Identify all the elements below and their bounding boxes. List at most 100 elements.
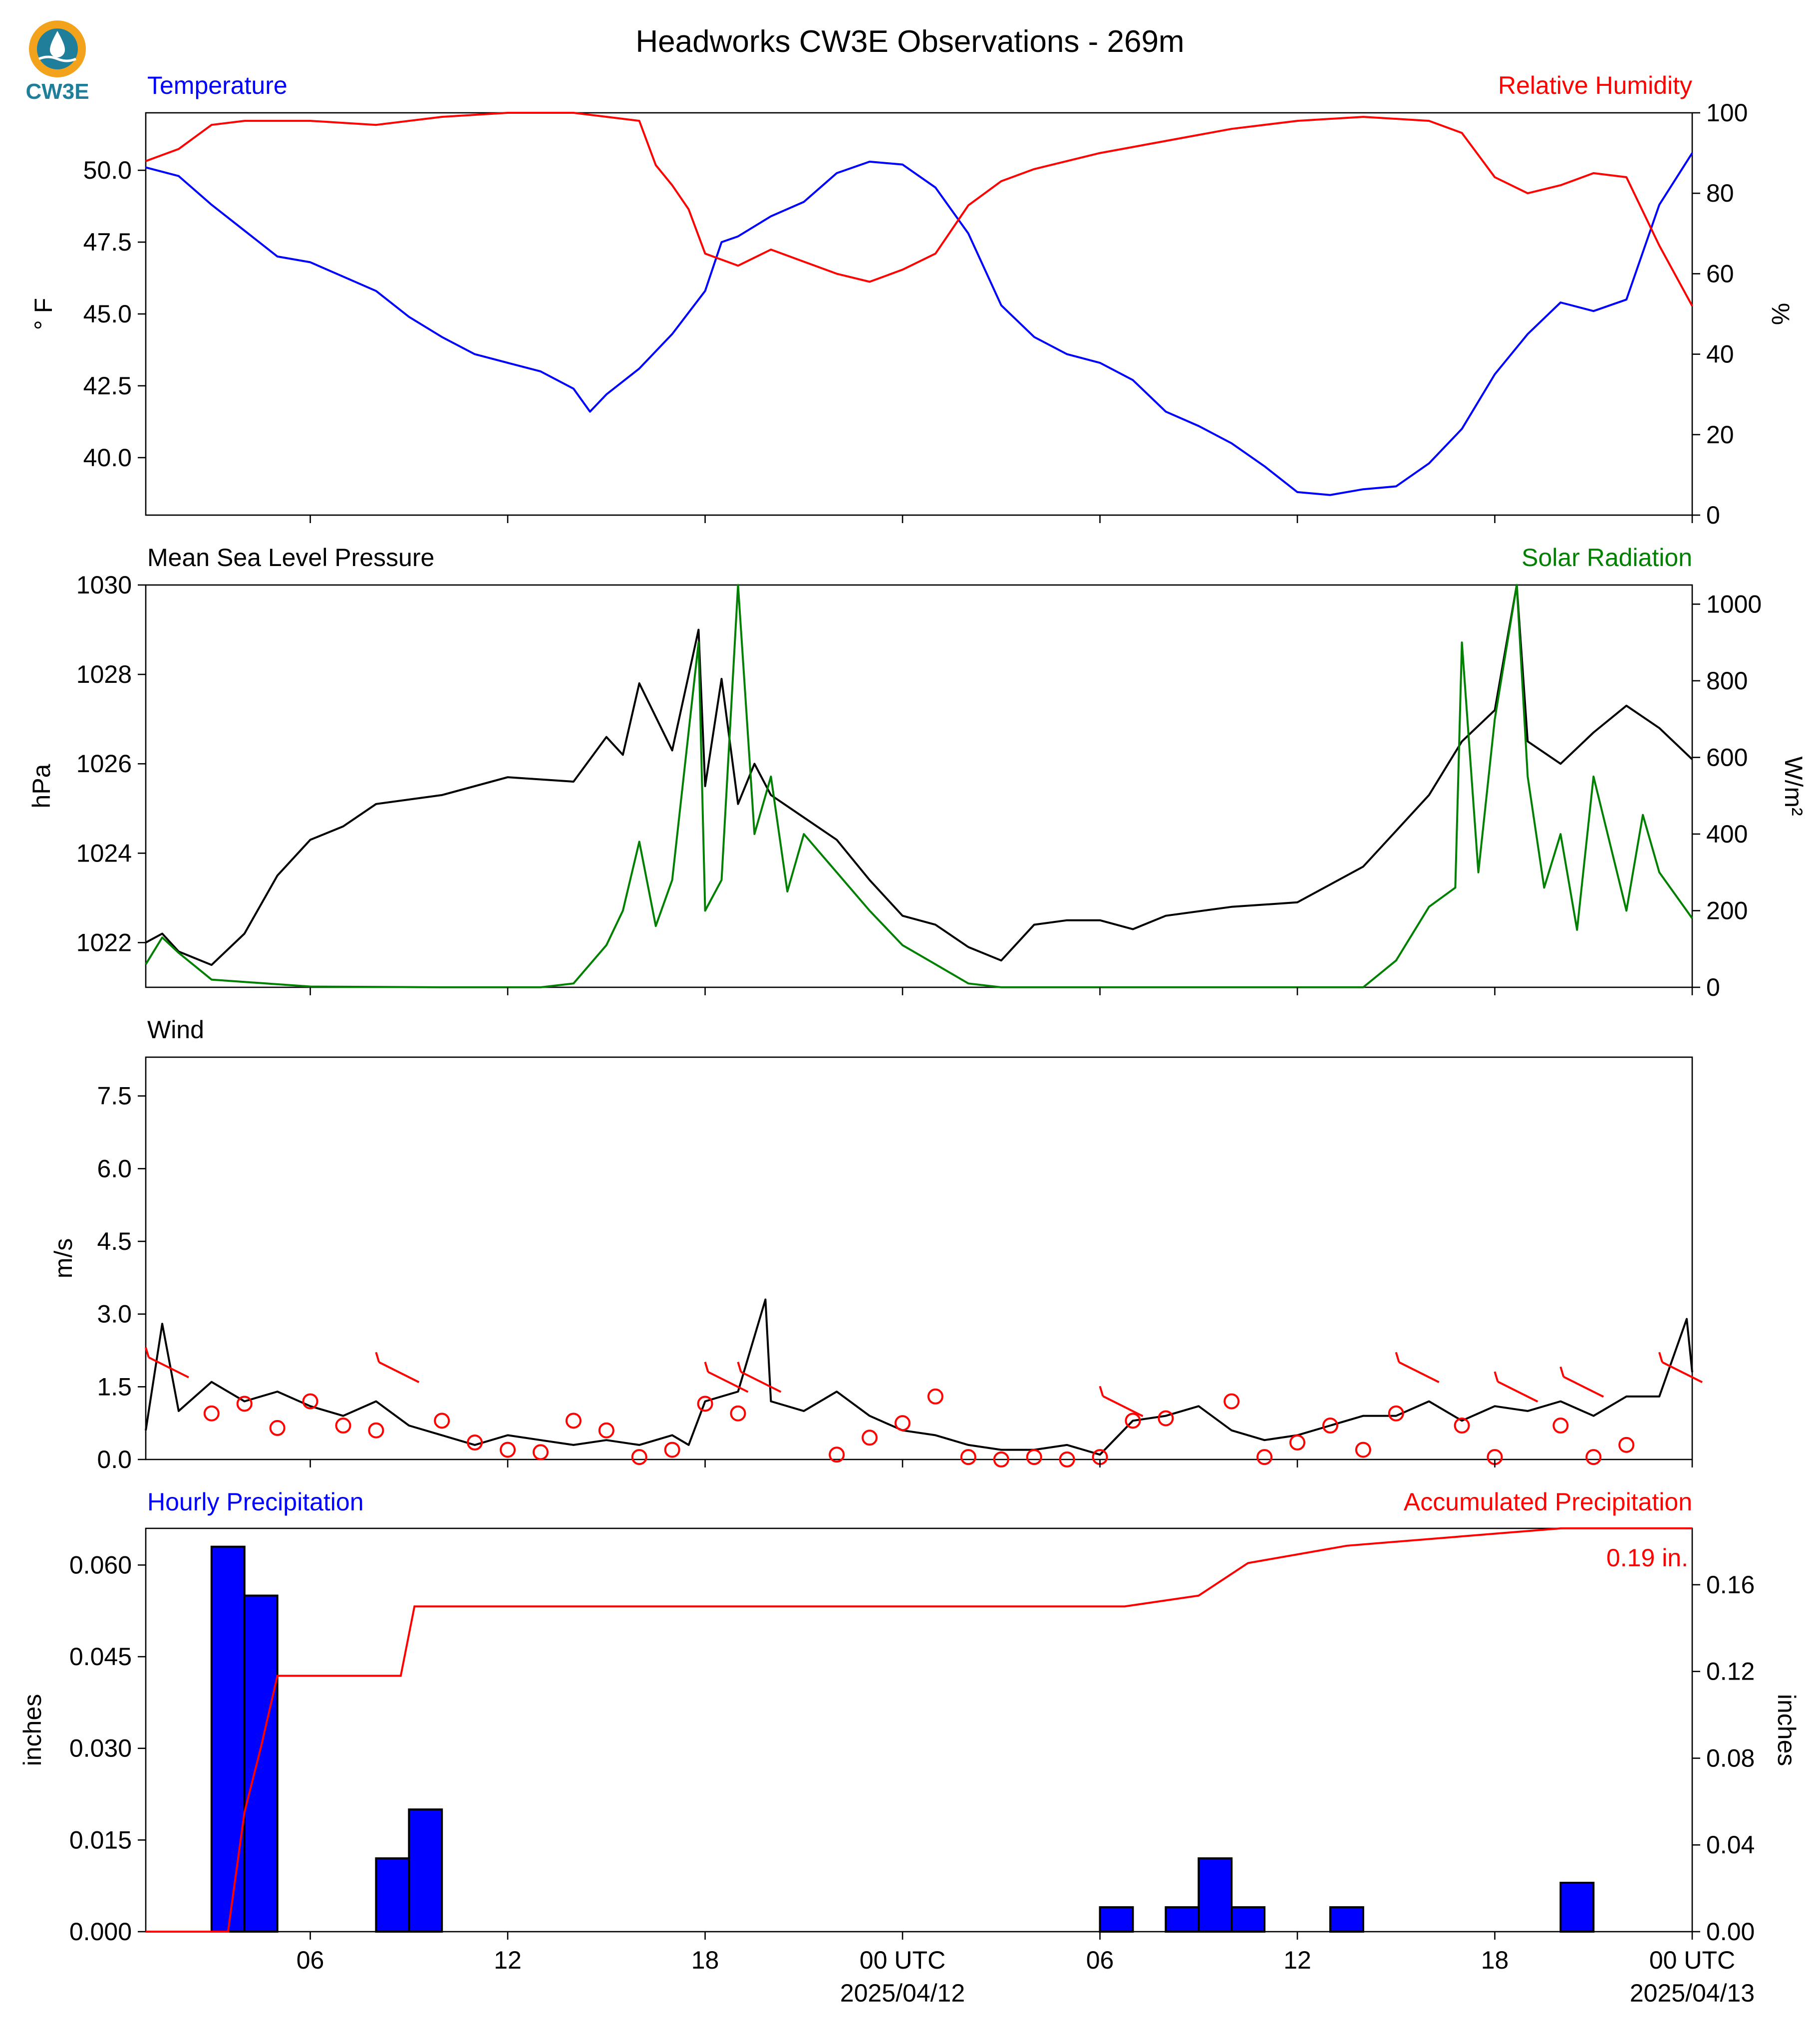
x-date-label: 2025/04/13 xyxy=(1630,1979,1755,2007)
temperature-ticks: 40.0 42.5 45.0 47.5 50.0 xyxy=(83,156,146,472)
wind-barb-staff xyxy=(740,1371,782,1393)
calm-wind-marker xyxy=(664,1442,680,1458)
precip-bar xyxy=(1230,1906,1266,1933)
series-line xyxy=(145,584,1693,988)
wind-barb-staff xyxy=(707,1371,749,1393)
y-tick-label: 0.045 xyxy=(69,1643,132,1671)
pressure-solar-series xyxy=(145,584,1693,988)
wind-barb-flag xyxy=(375,1352,380,1363)
precip-bar xyxy=(1329,1906,1364,1933)
pressure-title: Mean Sea Level Pressure xyxy=(147,544,434,572)
series-line xyxy=(145,112,1693,306)
y-tick-label: 1026 xyxy=(76,750,132,778)
y-tick-label: 1.5 xyxy=(97,1373,132,1401)
pressure-ticks: 1022 1024 1026 1028 1030 xyxy=(76,571,146,956)
panel-4-frame xyxy=(145,1527,1693,1933)
calm-wind-marker xyxy=(565,1413,582,1429)
panel-2-frame xyxy=(145,584,1693,988)
y-right-tick-label: 100 xyxy=(1706,99,1748,127)
calm-wind-marker xyxy=(1618,1437,1635,1453)
calm-wind-marker xyxy=(697,1396,713,1412)
y-right-tick-label: 0.04 xyxy=(1706,1831,1755,1859)
calm-wind-marker xyxy=(1059,1451,1075,1467)
wind-barb-flag xyxy=(144,1347,150,1358)
y-right-tick-label: 0.00 xyxy=(1706,1918,1755,1946)
panel-3-frame xyxy=(145,1056,1693,1460)
calm-wind-marker xyxy=(500,1442,516,1458)
pressure-axis-label: hPa xyxy=(27,764,55,808)
y-right-tick-label: 40 xyxy=(1706,340,1734,368)
y-tick-label: 1022 xyxy=(76,928,132,956)
wind-barb-staff xyxy=(1497,1381,1538,1403)
y-right-tick-label: 600 xyxy=(1706,743,1748,771)
temperature-humidity-series xyxy=(145,112,1693,496)
y-tick-label: 50.0 xyxy=(83,156,132,184)
calm-wind-marker xyxy=(1223,1393,1240,1410)
wind-barb-staff xyxy=(378,1361,420,1383)
x-axis-labels: 06 12 18 00 UTC 06 12 18 00 UTC 2025/04/12 2025/0… xyxy=(297,1946,1755,2007)
calm-wind-marker xyxy=(269,1420,286,1436)
y-tick-label: 45.0 xyxy=(83,300,132,328)
y-tick-label: 1024 xyxy=(76,839,132,867)
precip-bar xyxy=(1165,1906,1200,1933)
wind-barb-flag xyxy=(1395,1352,1400,1363)
y-tick-label: 7.5 xyxy=(97,1082,132,1110)
calm-wind-marker xyxy=(829,1447,845,1463)
wind-barb-flag xyxy=(737,1362,742,1373)
y-right-tick-label: 200 xyxy=(1706,896,1748,924)
wind-series xyxy=(144,1298,1703,1467)
calm-wind-marker xyxy=(927,1388,943,1405)
y-right-tick-label: 1000 xyxy=(1706,590,1762,618)
y-right-tick-label: 80 xyxy=(1706,179,1734,207)
calm-wind-marker xyxy=(532,1444,549,1460)
x-tick-label: 06 xyxy=(297,1946,324,1974)
calm-wind-marker xyxy=(1585,1449,1602,1465)
panel-wind: Wind m/s 0.0 1.5 3.0 4.5 6.0 7.5 xyxy=(49,1016,1703,1473)
solar-axis-label: W/m² xyxy=(1780,756,1808,816)
wind-barb-flag xyxy=(1099,1386,1104,1397)
wind-barb-staff xyxy=(1662,1361,1703,1383)
y-tick-label: 3.0 xyxy=(97,1300,132,1328)
solar-ticks: 0 200 400 600 800 1000 xyxy=(1692,590,1762,1001)
calm-wind-marker xyxy=(236,1396,253,1412)
humidity-ticks: 0 20 40 60 80 100 xyxy=(1692,99,1748,529)
y-right-tick-label: 60 xyxy=(1706,260,1734,288)
panel-pressure-solar: Mean Sea Level Pressure Solar Radiation … xyxy=(27,544,1808,1001)
precip-bar xyxy=(375,1857,410,1933)
hourly-precip-axis-label: inches xyxy=(18,1694,46,1766)
precip-bar xyxy=(243,1594,279,1933)
panel-3-x-ticks xyxy=(309,1459,1693,1467)
y-right-tick-label: 20 xyxy=(1706,421,1734,449)
precipitation-series xyxy=(146,1527,1692,1933)
series-line xyxy=(145,584,1693,966)
wind-barb-flag xyxy=(704,1362,709,1373)
y-tick-label: 47.5 xyxy=(83,228,132,256)
wind-axis-label: m/s xyxy=(49,1238,77,1279)
x-tick-label: 12 xyxy=(1283,1946,1311,1974)
precip-bar xyxy=(408,1808,443,1933)
wind-barb-staff xyxy=(1563,1376,1604,1398)
calm-wind-marker xyxy=(598,1422,614,1439)
calm-wind-marker xyxy=(1289,1435,1306,1451)
x-date-label: 2025/04/12 xyxy=(840,1979,965,2007)
series-line xyxy=(145,152,1693,496)
calm-wind-marker xyxy=(1552,1418,1569,1434)
wind-title: Wind xyxy=(147,1016,204,1044)
accum-precip-title: Accumulated Precipitation xyxy=(1404,1488,1692,1516)
x-tick-label: 00 UTC xyxy=(860,1946,945,1974)
hourly-precip-ticks: 0.000 0.015 0.030 0.045 0.060 xyxy=(69,1551,146,1946)
calm-wind-marker xyxy=(1454,1418,1470,1434)
calm-wind-marker xyxy=(434,1413,450,1429)
solar-title: Solar Radiation xyxy=(1521,544,1692,572)
y-right-tick-label: 400 xyxy=(1706,820,1748,848)
y-right-tick-label: 0.16 xyxy=(1706,1571,1755,1599)
precip-bar xyxy=(1559,1882,1595,1933)
y-tick-label: 0.015 xyxy=(69,1826,132,1854)
y-tick-label: 0.060 xyxy=(69,1551,132,1579)
y-tick-label: 1028 xyxy=(76,660,132,688)
x-tick-label: 12 xyxy=(494,1946,522,1974)
calm-wind-marker xyxy=(302,1393,318,1410)
y-tick-label: 0.0 xyxy=(97,1446,132,1473)
water-drop-icon xyxy=(50,31,65,57)
wind-ticks: 0.0 1.5 3.0 4.5 6.0 7.5 xyxy=(97,1082,146,1473)
